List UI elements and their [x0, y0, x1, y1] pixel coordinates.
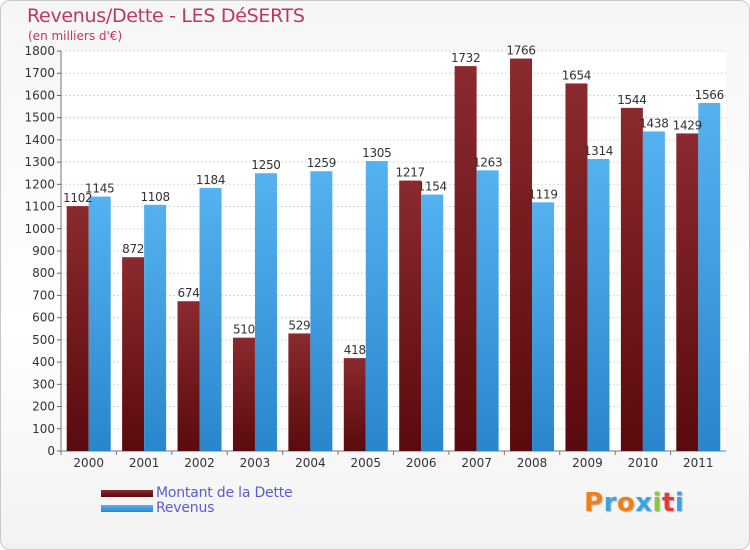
bar-revenue [199, 187, 222, 451]
data-label-debt: 1544 [617, 93, 646, 107]
data-label-debt: 510 [233, 323, 255, 337]
bar-revenue [254, 173, 277, 451]
bar-revenue [642, 131, 665, 451]
data-label-debt: 872 [122, 242, 144, 256]
data-label-debt: 1654 [562, 68, 591, 82]
x-tick-label: 2006 [406, 456, 437, 470]
data-label-revenue: 1145 [85, 182, 114, 196]
data-label-debt: 674 [178, 286, 200, 300]
y-tick-label: 1100 [24, 200, 55, 214]
y-tick-label: 1600 [24, 88, 55, 102]
data-label-debt: 418 [344, 343, 366, 357]
bar-debt [177, 301, 200, 451]
bar-debt [510, 58, 533, 452]
bar-debt [565, 83, 588, 451]
chart-title: Revenus/Dette - LES DéSERTS [27, 5, 305, 27]
data-label-debt: 1766 [506, 44, 535, 58]
data-label-debt: 1102 [63, 191, 92, 205]
y-tick-label: 100 [32, 422, 55, 436]
data-label-debt: 529 [288, 318, 310, 332]
bar-debt [122, 257, 145, 451]
bar-revenue [365, 161, 388, 451]
logo-letter: t [661, 488, 675, 518]
y-tick-label: 300 [32, 377, 55, 391]
data-label-debt: 1732 [451, 51, 480, 65]
x-tick-label: 2001 [129, 456, 160, 470]
x-tick-label: 2005 [351, 456, 382, 470]
bar-debt [343, 358, 366, 451]
data-label-debt: 1429 [673, 118, 702, 132]
x-tick-label: 2002 [184, 456, 215, 470]
data-label-revenue: 1259 [307, 156, 336, 170]
x-tick-label: 2000 [73, 456, 104, 470]
logo-letter: o [616, 488, 636, 518]
data-label-revenue: 1438 [639, 116, 668, 130]
legend-swatch-debt [101, 490, 153, 497]
y-tick-label: 1800 [24, 44, 55, 58]
legend-swatch-revenue [101, 505, 153, 512]
y-tick-label: 500 [32, 333, 55, 347]
x-tick-label: 2011 [683, 456, 714, 470]
logo-letter: i [652, 488, 662, 518]
bar-revenue [421, 194, 444, 452]
y-tick-label: 600 [32, 311, 55, 325]
y-tick-label: 1000 [24, 222, 55, 236]
y-tick-label: 1400 [24, 133, 55, 147]
proxiti-logo: Proxiti [584, 488, 684, 518]
x-tick-label: 2010 [628, 456, 659, 470]
x-tick-label: 2008 [517, 456, 548, 470]
x-tick-label: 2004 [295, 456, 326, 470]
y-tick-label: 900 [32, 244, 55, 258]
bar-debt [399, 180, 422, 452]
bar-debt [676, 133, 699, 451]
y-tick-label: 200 [32, 400, 55, 414]
logo-letter: i [674, 488, 685, 518]
x-tick-label: 2007 [461, 456, 492, 470]
bar-revenue [310, 171, 333, 451]
bar-debt [620, 107, 643, 451]
y-tick-label: 700 [32, 288, 55, 302]
bar-revenue [698, 103, 721, 451]
y-tick-label: 800 [32, 266, 55, 280]
y-tick-label: 400 [32, 355, 55, 369]
bar-revenue [88, 196, 111, 451]
y-tick-label: 1700 [24, 66, 55, 80]
bar-revenue [532, 202, 555, 451]
legend-label-revenue: Revenus [156, 500, 215, 516]
logo-letter: P [584, 488, 604, 518]
legend-label-debt: Montant de la Dette [156, 485, 293, 501]
x-tick-label: 2003 [240, 456, 271, 470]
y-tick-label: 1300 [24, 155, 55, 169]
bar-debt [66, 206, 89, 451]
data-label-revenue: 1184 [196, 173, 225, 187]
chart-subtitle: (en milliers d'€) [28, 29, 123, 43]
bar-debt [454, 66, 477, 451]
bar-debt [288, 333, 311, 451]
logo-letter: x [635, 488, 653, 518]
bar-debt [232, 337, 255, 451]
logo-letter: r [603, 488, 617, 518]
data-label-debt: 1217 [396, 166, 425, 180]
y-tick-label: 1500 [24, 111, 55, 125]
data-label-revenue: 1108 [140, 190, 169, 204]
bar-revenue [587, 159, 610, 451]
data-label-revenue: 1263 [473, 155, 502, 169]
data-label-revenue: 1250 [251, 158, 280, 172]
x-tick-label: 2009 [572, 456, 603, 470]
y-tick-label: 0 [47, 444, 55, 458]
data-label-revenue: 1305 [362, 146, 391, 160]
bar-revenue [144, 204, 167, 451]
data-label-revenue: 1314 [584, 144, 613, 158]
data-label-revenue: 1566 [695, 88, 724, 102]
data-label-revenue: 1154 [418, 180, 447, 194]
y-tick-label: 1200 [24, 177, 55, 191]
data-label-revenue: 1119 [528, 187, 557, 201]
bar-revenue [476, 170, 499, 452]
